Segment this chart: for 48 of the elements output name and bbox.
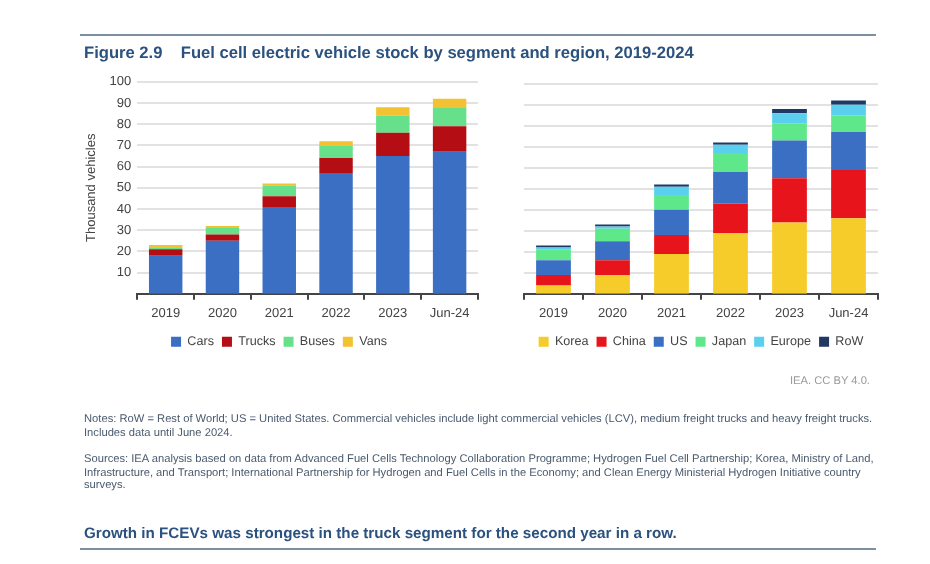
bar [772,178,807,223]
bar [654,235,689,254]
bar [376,107,410,116]
bar [432,126,467,152]
bar [595,228,630,242]
bar [536,249,571,261]
bar [772,113,807,124]
bar [595,260,630,275]
bar [262,206,296,294]
bar [595,241,630,261]
bar [831,104,866,116]
bar [713,153,748,172]
bar [262,196,296,207]
bar [148,255,183,294]
bar [432,107,467,127]
bar [319,145,353,159]
bar [205,228,240,235]
bar [713,232,748,294]
bar [536,285,571,294]
bar [376,132,410,156]
bar [713,203,748,233]
bar [376,115,410,133]
bar [319,158,353,173]
bar [831,132,866,170]
bar [713,144,748,154]
bar [376,156,410,294]
bar [432,98,467,108]
chart-title: Figure 2.9 Fuel cell electric vehicle stock by segment and region, 2019-2024 [84,42,694,62]
bar [831,169,866,219]
bar [772,123,807,141]
bar [831,115,866,133]
bar [831,218,866,294]
bar [536,260,571,275]
bar [654,253,689,294]
bar [536,274,571,286]
bar [654,186,689,196]
bar [262,185,296,197]
bar [654,209,689,235]
bar [595,274,630,294]
bar [654,195,689,210]
bar [713,172,748,204]
bar [772,140,807,179]
bar [205,240,240,294]
bar [772,222,807,294]
bar [148,249,183,256]
bar [432,151,467,294]
bar [319,172,353,294]
bar [205,234,240,241]
